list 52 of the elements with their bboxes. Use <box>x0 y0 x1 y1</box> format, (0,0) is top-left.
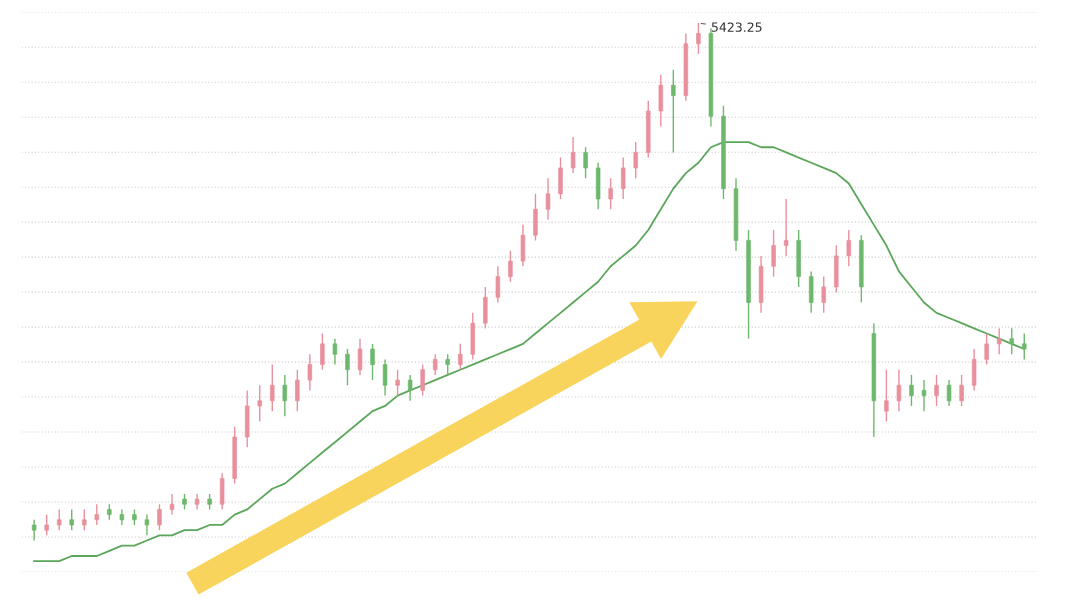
candlestick <box>884 369 889 423</box>
candlestick <box>282 374 288 418</box>
candlestick <box>671 68 676 154</box>
candlestick <box>257 384 262 423</box>
candlestick <box>996 327 1002 355</box>
candlestick <box>169 493 175 516</box>
candlestick <box>783 198 789 257</box>
candlestick <box>896 369 902 412</box>
annotation: 5423.25 <box>711 22 762 32</box>
candlestick <box>984 332 989 366</box>
candlestick <box>959 374 964 407</box>
candlestick <box>332 337 338 366</box>
candlestick <box>420 363 425 397</box>
candlestick <box>545 177 551 221</box>
candlestick <box>119 508 125 526</box>
candlestick <box>1009 327 1014 355</box>
candlestick <box>620 156 626 200</box>
candlestick <box>357 337 363 376</box>
candlestick <box>144 513 150 537</box>
candlestick <box>495 265 501 304</box>
candlestick <box>395 369 400 397</box>
candlestick <box>94 503 100 526</box>
candlestick <box>69 508 74 531</box>
candlestick <box>608 177 613 211</box>
candlestick <box>633 141 638 179</box>
candlestick <box>583 146 588 179</box>
candlestick <box>909 374 914 407</box>
candlestick <box>946 379 952 407</box>
candlestick <box>31 519 37 542</box>
candlestick <box>56 508 62 531</box>
candlestick <box>458 343 463 371</box>
candlestick <box>407 374 413 402</box>
candlestick <box>570 136 576 174</box>
candlestick <box>370 343 375 381</box>
candlestick <box>432 353 438 376</box>
candlestick <box>445 353 450 376</box>
candlestick <box>1022 332 1027 361</box>
candlestick <box>270 363 275 412</box>
candlestick <box>934 374 939 407</box>
candlestick <box>320 332 325 371</box>
candlestick <box>44 513 49 537</box>
candlestick <box>508 250 513 283</box>
candlestick <box>771 229 776 278</box>
candlestick <box>846 229 852 267</box>
candlestick <box>157 503 162 531</box>
candlestick <box>921 379 927 412</box>
candlestick <box>345 348 350 386</box>
candlestick <box>382 358 388 397</box>
candlestick <box>821 275 826 314</box>
candlestick <box>82 508 87 531</box>
candlestick <box>295 369 300 412</box>
candlestick <box>307 353 313 392</box>
